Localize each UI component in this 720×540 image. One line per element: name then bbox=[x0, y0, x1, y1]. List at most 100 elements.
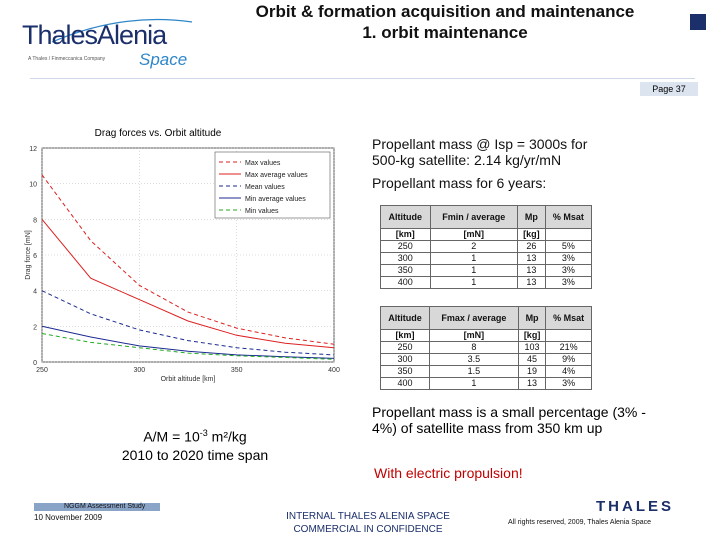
am-suffix: m²/kg bbox=[207, 428, 247, 445]
logo-text: ThalesAlenia bbox=[22, 20, 167, 50]
table-row: 250 8 103 21% bbox=[380, 341, 592, 354]
y-axis-label: Drag force [mN] bbox=[25, 230, 32, 279]
corner-square bbox=[690, 14, 706, 30]
table-header: Altitude bbox=[380, 306, 430, 330]
summary-text: Propellant mass is a small percentage (3… bbox=[372, 404, 646, 436]
legend-entry: Mean values bbox=[245, 184, 285, 191]
footer-bar bbox=[34, 503, 160, 511]
logo-space-text: Space bbox=[139, 50, 188, 69]
legend-entry: Max values bbox=[245, 160, 281, 167]
table-cell: 250 bbox=[380, 341, 430, 354]
logo-subtitle: A Thales / Finmeccanica Company bbox=[28, 56, 106, 62]
table-row: 400 1 13 3% bbox=[380, 276, 593, 289]
table-cell: 250 bbox=[380, 240, 431, 253]
x-tick-label: 400 bbox=[328, 367, 340, 374]
series-line bbox=[41, 333, 335, 360]
table-units-row: [km] [mN] [kg] bbox=[380, 228, 593, 241]
header-divider bbox=[30, 78, 695, 79]
chart-title: Drag forces vs. Orbit altitude bbox=[95, 128, 222, 139]
legend-entry: Max average values bbox=[245, 172, 308, 179]
table-header-row: Altitude Fmin / average Mp % Msat bbox=[380, 205, 593, 229]
table-cell: 3% bbox=[544, 252, 593, 265]
table-cell: 1 bbox=[429, 276, 519, 289]
confidentiality-line-2: COMMERCIAL IN CONFIDENCE bbox=[293, 524, 443, 535]
table-cell: 13 bbox=[517, 264, 546, 277]
x-tick-label: 300 bbox=[133, 367, 145, 374]
propellant-table-max: Altitude Fmax / average Mp % Msat [km] [… bbox=[380, 306, 592, 390]
table-cell: 300 bbox=[380, 252, 431, 265]
legend-entry: Min values bbox=[245, 208, 279, 215]
footer-confidentiality: INTERNAL THALES ALENIA SPACE COMMERCIAL … bbox=[268, 510, 468, 536]
electric-propulsion-note: With electric propulsion! bbox=[374, 465, 523, 481]
table-unit: [mN] bbox=[428, 329, 519, 342]
table-cell: 400 bbox=[380, 276, 431, 289]
table-units-row: [km] [mN] [kg] bbox=[380, 329, 592, 342]
table-cell: 4% bbox=[545, 365, 592, 378]
table-cell: 400 bbox=[380, 377, 430, 390]
slide-title: Orbit & formation acquisition and mainte… bbox=[200, 1, 690, 43]
propellant-line-2: 500-kg satellite: 2.14 kg/yr/mN bbox=[372, 152, 562, 168]
thales-logo: THALES bbox=[596, 498, 674, 513]
legend-box bbox=[214, 151, 331, 219]
table-cell: 350 bbox=[380, 365, 430, 378]
table-cell: 45 bbox=[517, 353, 547, 366]
y-tick-label: 10 bbox=[29, 182, 37, 189]
propellant-table-min: Altitude Fmin / average Mp % Msat [km] [… bbox=[380, 205, 593, 289]
table-unit: [kg] bbox=[517, 329, 547, 342]
title-line-1: Orbit & formation acquisition and mainte… bbox=[255, 2, 635, 21]
propellant-line-3: Propellant mass for 6 years: bbox=[372, 175, 547, 191]
table-row: 300 3.5 45 9% bbox=[380, 353, 592, 366]
table-cell: 9% bbox=[545, 353, 592, 366]
table-cell: 21% bbox=[545, 341, 592, 354]
table-header: Mp bbox=[517, 306, 547, 330]
series-line bbox=[41, 218, 335, 349]
table-cell: 1.5 bbox=[428, 365, 519, 378]
area-to-mass-text: A/M = 10-3 m²/kg 2010 to 2020 time span bbox=[100, 424, 290, 464]
table-header-row: Altitude Fmax / average Mp % Msat bbox=[380, 306, 592, 330]
confidentiality-line-1: INTERNAL THALES ALENIA SPACE bbox=[286, 511, 450, 522]
table-cell: 13 bbox=[517, 377, 547, 390]
footer-study-name: NGGM Assessment Study bbox=[64, 503, 146, 510]
logo-swoosh-icon bbox=[51, 18, 193, 43]
x-tick-label: 350 bbox=[231, 367, 243, 374]
am-exponent: -3 bbox=[199, 428, 208, 438]
table-cell: 2 bbox=[429, 240, 519, 253]
table-cell: 3% bbox=[545, 377, 592, 390]
table-cell: 13 bbox=[517, 276, 546, 289]
table-cell: 19 bbox=[517, 365, 547, 378]
x-tick-label: 250 bbox=[36, 367, 48, 374]
thales-alenia-logo: ThalesAlenia A Thales / Finmeccanica Com… bbox=[22, 18, 197, 72]
table-header: Altitude bbox=[380, 205, 431, 229]
table-unit bbox=[544, 228, 593, 241]
table-cell: 1 bbox=[429, 252, 519, 265]
footer-date: 10 November 2009 bbox=[34, 513, 103, 522]
table-header: Fmin / average bbox=[429, 205, 519, 229]
table-header: Mp bbox=[517, 205, 546, 229]
table-cell: 3% bbox=[544, 264, 593, 277]
table-cell: 1 bbox=[428, 377, 519, 390]
table-cell: 13 bbox=[517, 252, 546, 265]
y-tick-label: 0 bbox=[33, 360, 37, 367]
footer-rights: All rights reserved, 2009, Thales Alenia… bbox=[508, 519, 652, 526]
title-line-2: 1. orbit maintenance bbox=[362, 23, 528, 42]
page-number: Page 37 bbox=[640, 82, 698, 96]
thales-logo-text: THALES bbox=[596, 498, 674, 513]
table-cell: 8 bbox=[428, 341, 519, 354]
table-cell: 1 bbox=[429, 264, 519, 277]
table-cell: 103 bbox=[517, 341, 547, 354]
series-line bbox=[41, 325, 335, 359]
am-line-2: 2010 to 2020 time span bbox=[121, 446, 269, 463]
table-cell: 3% bbox=[544, 276, 593, 289]
table-header: % Msat bbox=[544, 205, 593, 229]
table-cell: 5% bbox=[544, 240, 593, 253]
table-header: Fmax / average bbox=[428, 306, 519, 330]
y-tick-label: 6 bbox=[33, 253, 37, 260]
x-axis-label: Orbit altitude [km] bbox=[161, 376, 216, 383]
am-line-1: A/M = 10-3 m²/kg bbox=[100, 424, 290, 446]
table-cell: 3.5 bbox=[428, 353, 519, 366]
table-cell: 300 bbox=[380, 353, 430, 366]
table-row: 350 1 13 3% bbox=[380, 264, 593, 277]
table-unit bbox=[545, 329, 592, 342]
table-cell: 350 bbox=[380, 264, 431, 277]
table-row: 350 1.5 19 4% bbox=[380, 365, 592, 378]
